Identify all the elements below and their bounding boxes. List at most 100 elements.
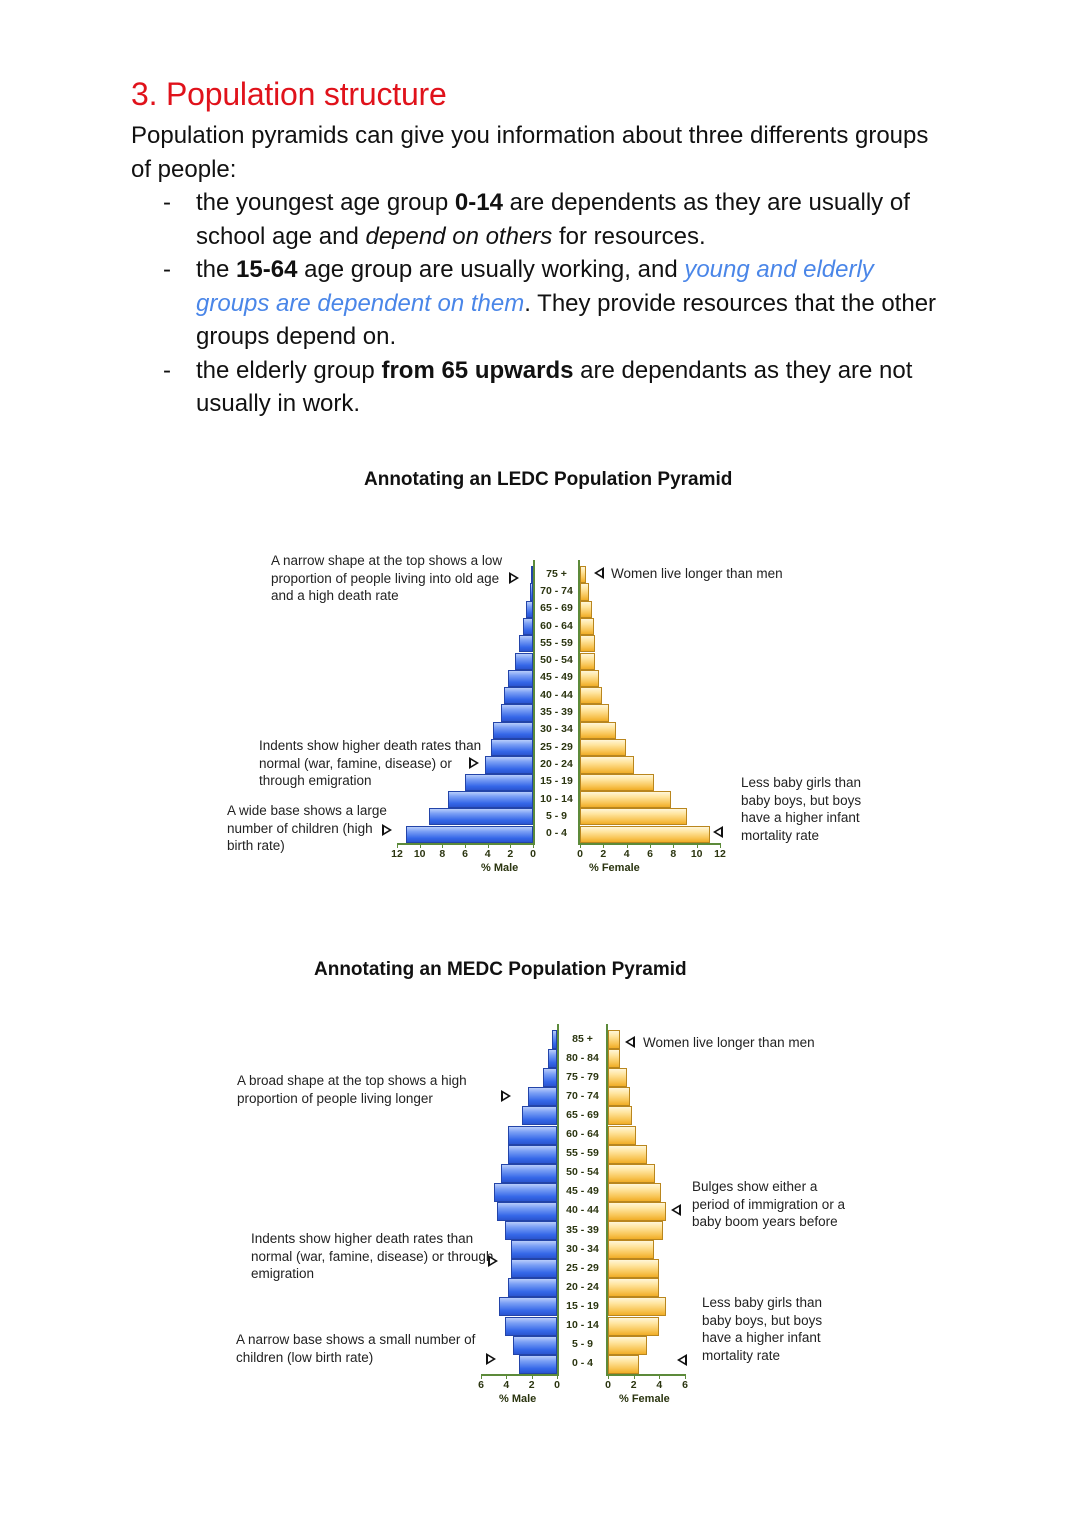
annotation-text: A wide base shows a large number of chil… [227,803,387,853]
male-bar [501,704,533,722]
female-bar [608,1087,630,1107]
female-bar [608,1106,633,1126]
female-tick-label: 6 [682,1378,688,1391]
pointer-left-icon [713,826,723,838]
bullet-item-working: - the 15-64 age group are usually workin… [131,253,951,354]
bullet-dash: - [163,356,171,384]
age-group-label: 75 - 79 [566,1070,599,1083]
annotation-text: A narrow base shows a small number of ch… [236,1332,476,1365]
female-tick-label: 8 [670,847,677,860]
female-tick-label: 12 [714,847,726,860]
age-group-label: 85 + [572,1032,593,1045]
pointer-right-icon [382,824,392,836]
bullet-item-elderly: - the elderly group from 65 upwards are … [131,354,951,421]
age-group-label: 45 - 49 [566,1185,599,1198]
age-group-label: 35 - 39 [540,706,573,719]
x-tick [626,842,628,848]
male-bar [551,1030,557,1050]
female-axis-line [578,560,580,843]
pointer-left-icon [671,1204,681,1216]
bold-age-range: from 65 upwards [381,356,574,384]
female-bar [608,1068,628,1088]
male-bar [497,1201,557,1221]
male-bar [548,1049,557,1069]
annotation-text: Women live longer than men [611,566,783,581]
female-x-axis [606,1373,685,1376]
female-tick-label: 2 [630,1378,637,1391]
bullet-dash: - [163,189,171,216]
female-axis-title: % Female [619,1392,670,1405]
age-group-label: 15 - 19 [540,775,573,788]
male-bar [527,1087,557,1107]
annotation-text: Indents show higher death rates than nor… [259,738,482,788]
male-bar [505,1221,557,1241]
age-group-label: 10 - 14 [540,792,573,805]
x-tick [442,842,444,848]
x-tick [673,842,675,848]
female-bar [608,1201,666,1221]
age-group-label: 30 - 34 [540,723,573,736]
male-tick-label: 2 [528,1378,535,1391]
bullet-dash: - [163,256,171,283]
female-bar [608,1240,655,1260]
x-tick [696,842,698,848]
x-tick [557,1373,558,1379]
female-bar [580,808,688,826]
section-heading: 3. Population structure [131,76,447,112]
pointer-right-icon [501,1090,511,1102]
age-group-label: 75 + [546,567,567,580]
male-bar [529,583,533,601]
male-bar [521,1106,557,1126]
female-bar [608,1354,639,1374]
female-tick-label: 0 [577,847,583,860]
age-group-label: 25 - 29 [540,740,573,753]
annotation-text: A broad shape at the top shows a high pr… [237,1073,467,1106]
female-bar [580,773,654,791]
x-tick [531,1373,533,1379]
ledc-chart-title: Annotating an LEDC Population Pyramid [364,469,733,490]
pointer-left-icon [625,1036,635,1048]
female-tick-label: 0 [605,1378,611,1391]
male-bar [522,617,533,636]
female-tick-label: 6 [647,847,653,860]
male-tick-label: 0 [554,1378,560,1391]
x-tick [650,842,651,848]
x-tick [659,1373,661,1379]
age-group-label: 65 - 69 [566,1108,599,1121]
age-group-label: 70 - 74 [540,584,573,597]
female-bar [580,617,594,636]
bold-age-range: 0-14 [454,189,503,216]
male-bar [508,669,533,688]
female-axis-title: % Female [589,861,640,874]
italic-phrase: depend on others [365,222,553,250]
age-group-label: 65 - 69 [540,602,573,615]
male-bar [519,635,533,653]
male-x-axis [481,1373,559,1376]
age-group-label: 60 - 64 [566,1128,599,1141]
x-tick [720,842,721,848]
x-tick [506,1373,508,1379]
male-bar [428,808,533,826]
pointer-right-icon [486,1353,496,1365]
female-bar [608,1163,656,1183]
male-x-axis [397,842,535,845]
age-group-label: 60 - 64 [540,619,573,632]
female-bar [580,583,590,601]
x-tick [633,1373,635,1379]
male-bar [507,1278,557,1298]
female-x-axis [578,842,720,845]
male-tick-label: 4 [484,847,491,860]
age-group-label: 70 - 74 [566,1089,599,1102]
age-group-label: 10 - 14 [566,1319,599,1332]
annotation-text: Bulges show either a period of immigrati… [692,1179,846,1229]
male-bar [519,1354,557,1374]
male-bar [507,1144,557,1164]
male-bar [493,1182,557,1202]
highlighted-phrase: young and elderly groups are dependent o… [196,256,874,317]
female-tick-label: 10 [690,847,703,860]
pointer-right-icon [509,572,519,584]
female-bar [580,687,603,705]
intro-paragraph: Population pyramids can give you informa… [131,122,929,183]
female-bar [608,1259,660,1279]
annotation-text: Indents show higher death rates than nor… [251,1231,494,1281]
